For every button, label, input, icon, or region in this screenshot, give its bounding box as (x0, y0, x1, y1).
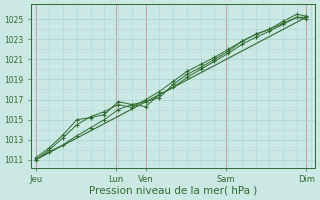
X-axis label: Pression niveau de la mer( hPa ): Pression niveau de la mer( hPa ) (89, 186, 257, 196)
